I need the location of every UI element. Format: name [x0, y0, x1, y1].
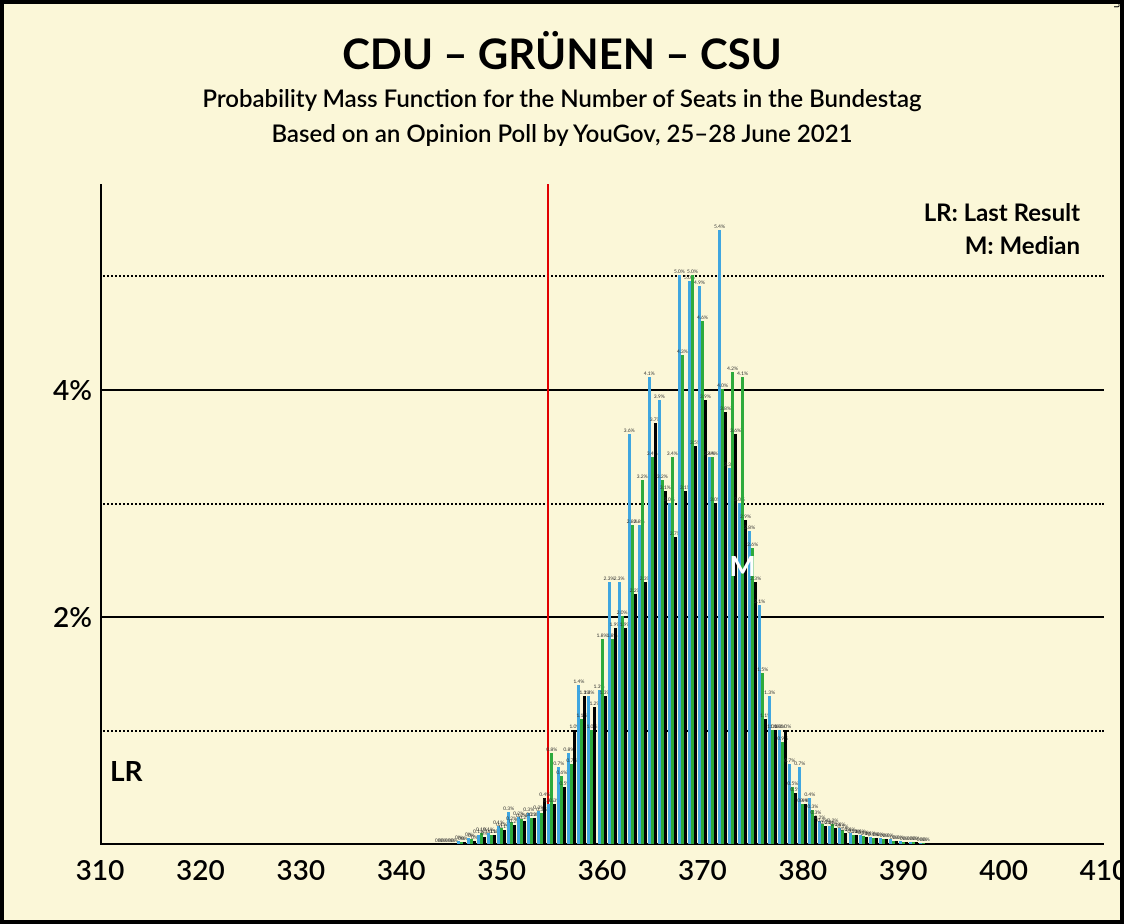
x-axis-label: 370: [678, 852, 727, 886]
bar: 3.9%: [704, 400, 707, 844]
bar: 3.1%: [684, 491, 687, 844]
bar-value-label: 3.8%: [720, 406, 731, 412]
bar: 0.1%: [855, 835, 858, 844]
bar-value-label: 4.1%: [737, 371, 748, 377]
bar: 1.1%: [764, 719, 767, 844]
bar-value-label: 2.8%: [744, 525, 755, 531]
bar: 0.1%: [503, 830, 506, 844]
bar: 2.2%: [634, 594, 637, 844]
x-axis-label: 360: [578, 852, 627, 886]
bar-value-label: 5.0%: [687, 269, 698, 275]
bar: 0.2%: [523, 821, 526, 844]
x-axis-label: 340: [377, 852, 426, 886]
bar: 3.7%: [654, 423, 657, 844]
bar: 0%: [885, 839, 888, 844]
bar-value-label: 5.4%: [714, 224, 725, 230]
bar-value-label: 4.0%: [717, 383, 728, 389]
bar-value-label: 3.9%: [700, 394, 711, 400]
bar: 3.8%: [724, 412, 727, 844]
bar: 1.0%: [784, 730, 787, 844]
x-axis-label: 320: [176, 852, 225, 886]
bar: 0.2%: [533, 818, 536, 844]
bar: 0%: [875, 838, 878, 844]
bar-value-label: 3.2%: [637, 474, 648, 480]
bar: 0.1%: [834, 828, 837, 844]
chart-title: CDU – GRÜNEN – CSU: [4, 28, 1120, 78]
chart-subtitle-1: Probability Mass Function for the Number…: [4, 84, 1120, 113]
x-axis-label: 380: [778, 852, 827, 886]
bar: 1.3%: [604, 696, 607, 844]
y-axis-label: 4%: [12, 372, 92, 406]
bar: 0%: [895, 841, 898, 844]
bar-value-label: 2.1%: [754, 599, 765, 605]
x-axis-label: 400: [979, 852, 1028, 886]
titles: CDU – GRÜNEN – CSU Probability Mass Func…: [4, 20, 1120, 154]
bar: 0%: [473, 841, 476, 844]
bar-value-label: 1.3%: [583, 690, 594, 696]
bar-value-label: 1.4%: [573, 679, 584, 685]
bar: 0.4%: [543, 798, 546, 844]
bar-value-label: 3.9%: [654, 394, 665, 400]
bar: 0%: [463, 842, 466, 844]
bar-value-label: 0.7%: [553, 761, 564, 767]
bar: 0%: [483, 837, 486, 844]
bar-value-label: 1.5%: [757, 667, 768, 673]
x-axis-label: 350: [477, 852, 526, 886]
bar-value-label: 0.8%: [546, 747, 557, 753]
bar: 3.1%: [664, 491, 667, 844]
median-marker-label: M: [729, 548, 755, 582]
bar: 0.2%: [824, 826, 827, 844]
bar-value-label: 3.4%: [667, 451, 678, 457]
bar: 0.2%: [513, 825, 516, 844]
bar-value-label: 3.6%: [624, 428, 635, 434]
bar-value-label: 4.1%: [644, 371, 655, 377]
bar: 0.3%: [553, 804, 556, 844]
bar: 2.3%: [754, 582, 757, 844]
bar: 0%: [905, 842, 908, 844]
bar-value-label: 2.9%: [740, 514, 751, 520]
bar-value-label: 4.3%: [677, 349, 688, 355]
bar-value-label: 0%: [923, 837, 930, 843]
bar: 0%: [925, 843, 928, 844]
bar-value-label: 3.6%: [730, 428, 741, 434]
bar: 2.7%: [674, 537, 677, 844]
bar: 0.1%: [493, 835, 496, 844]
bar-value-label: 1.3%: [764, 690, 775, 696]
bar: 1.9%: [624, 628, 627, 844]
x-axis-label: 330: [276, 852, 325, 886]
bar-value-label: 0.7%: [794, 761, 805, 767]
bar: 1.2%: [593, 707, 596, 844]
bar: 1.0%: [573, 730, 576, 844]
bar-value-label: 3.2%: [657, 474, 668, 480]
copyright-text: © 2021 Filip van Laenen: [1111, 0, 1124, 8]
bar: 1.9%: [614, 628, 617, 844]
x-axis-label: 310: [76, 852, 125, 886]
bar: 0.5%: [563, 787, 566, 844]
bar: 1.0%: [774, 730, 777, 844]
bar-value-label: 0.6%: [556, 770, 567, 776]
chart-subtitle-2: Based on an Opinion Poll by YouGov, 25–2…: [4, 119, 1120, 148]
bar-value-label: 2.3%: [614, 576, 625, 582]
bar: 1.3%: [583, 696, 586, 844]
bar: 3.0%: [714, 503, 717, 844]
x-axis-label: 410: [1080, 852, 1124, 886]
bar: 3.5%: [694, 446, 697, 844]
y-axis-label: 2%: [12, 599, 92, 633]
lr-marker-label: LR: [110, 753, 143, 787]
bar-value-label: 3.4%: [707, 451, 718, 457]
bar: 2.3%: [644, 582, 647, 844]
bars-container: 0%0%0%0%0%0%0%0%0%0%0%0%0.1%0.1%0%0.1%0.…: [100, 184, 1104, 844]
bar-value-label: 4.6%: [697, 315, 708, 321]
chart-frame: © 2021 Filip van Laenen CDU – GRÜNEN – C…: [0, 0, 1124, 924]
x-axis-label: 390: [879, 852, 928, 886]
bar: 0.4%: [804, 804, 807, 844]
bar-value-label: 0.4%: [804, 792, 815, 798]
bar-value-label: 2.0%: [617, 610, 628, 616]
bar-value-label: 4.9%: [694, 280, 705, 286]
bar-value-label: 1.0%: [780, 724, 791, 730]
bar-value-label: 3.1%: [660, 485, 671, 491]
plot-area: LR: Last Result M: Median 2%4%3103203303…: [100, 184, 1104, 844]
